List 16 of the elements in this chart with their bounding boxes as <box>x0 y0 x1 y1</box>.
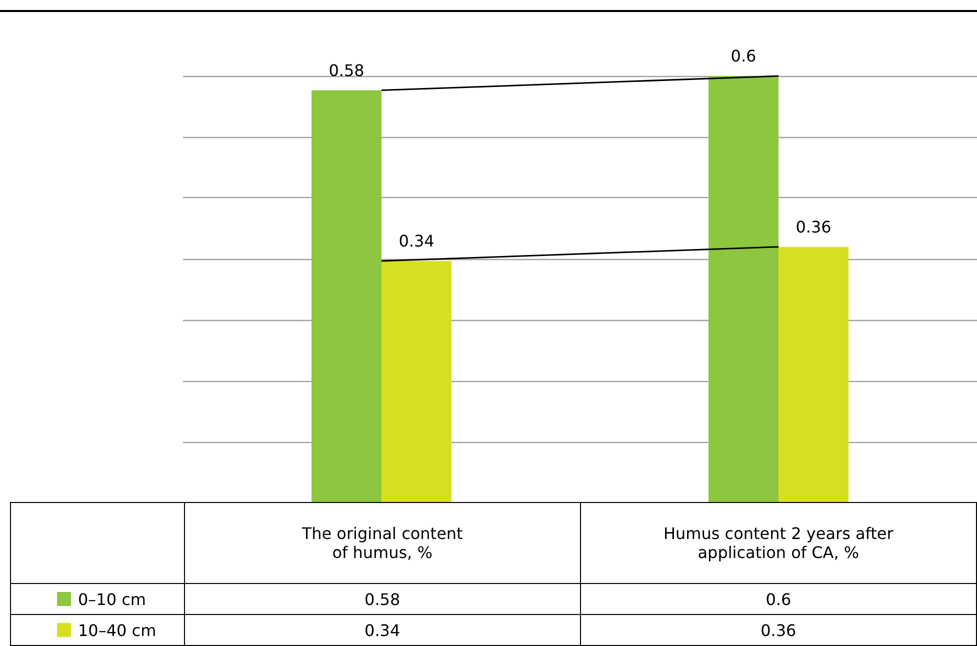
bar <box>778 246 848 503</box>
data-label: 0.34 <box>184 614 580 646</box>
legend-label: 0–10 cm <box>10 584 184 614</box>
x-tick-label: The original content of humus, % <box>184 502 580 584</box>
data-label: 0.58 <box>328 60 364 80</box>
bar <box>312 90 382 503</box>
data-label: 0.36 <box>580 614 976 646</box>
x-tick-label: Humus content 2 years after application of CA, % <box>580 502 976 584</box>
bar <box>708 76 778 503</box>
data-label: 0.6 <box>730 46 756 66</box>
data-label: 0.36 <box>796 217 832 236</box>
bar <box>382 261 452 503</box>
data-label: 0.34 <box>398 232 434 251</box>
data-label: 0.6 <box>580 584 976 614</box>
data-label: 0.58 <box>184 584 580 614</box>
legend-label: 10–40 cm <box>10 614 184 646</box>
